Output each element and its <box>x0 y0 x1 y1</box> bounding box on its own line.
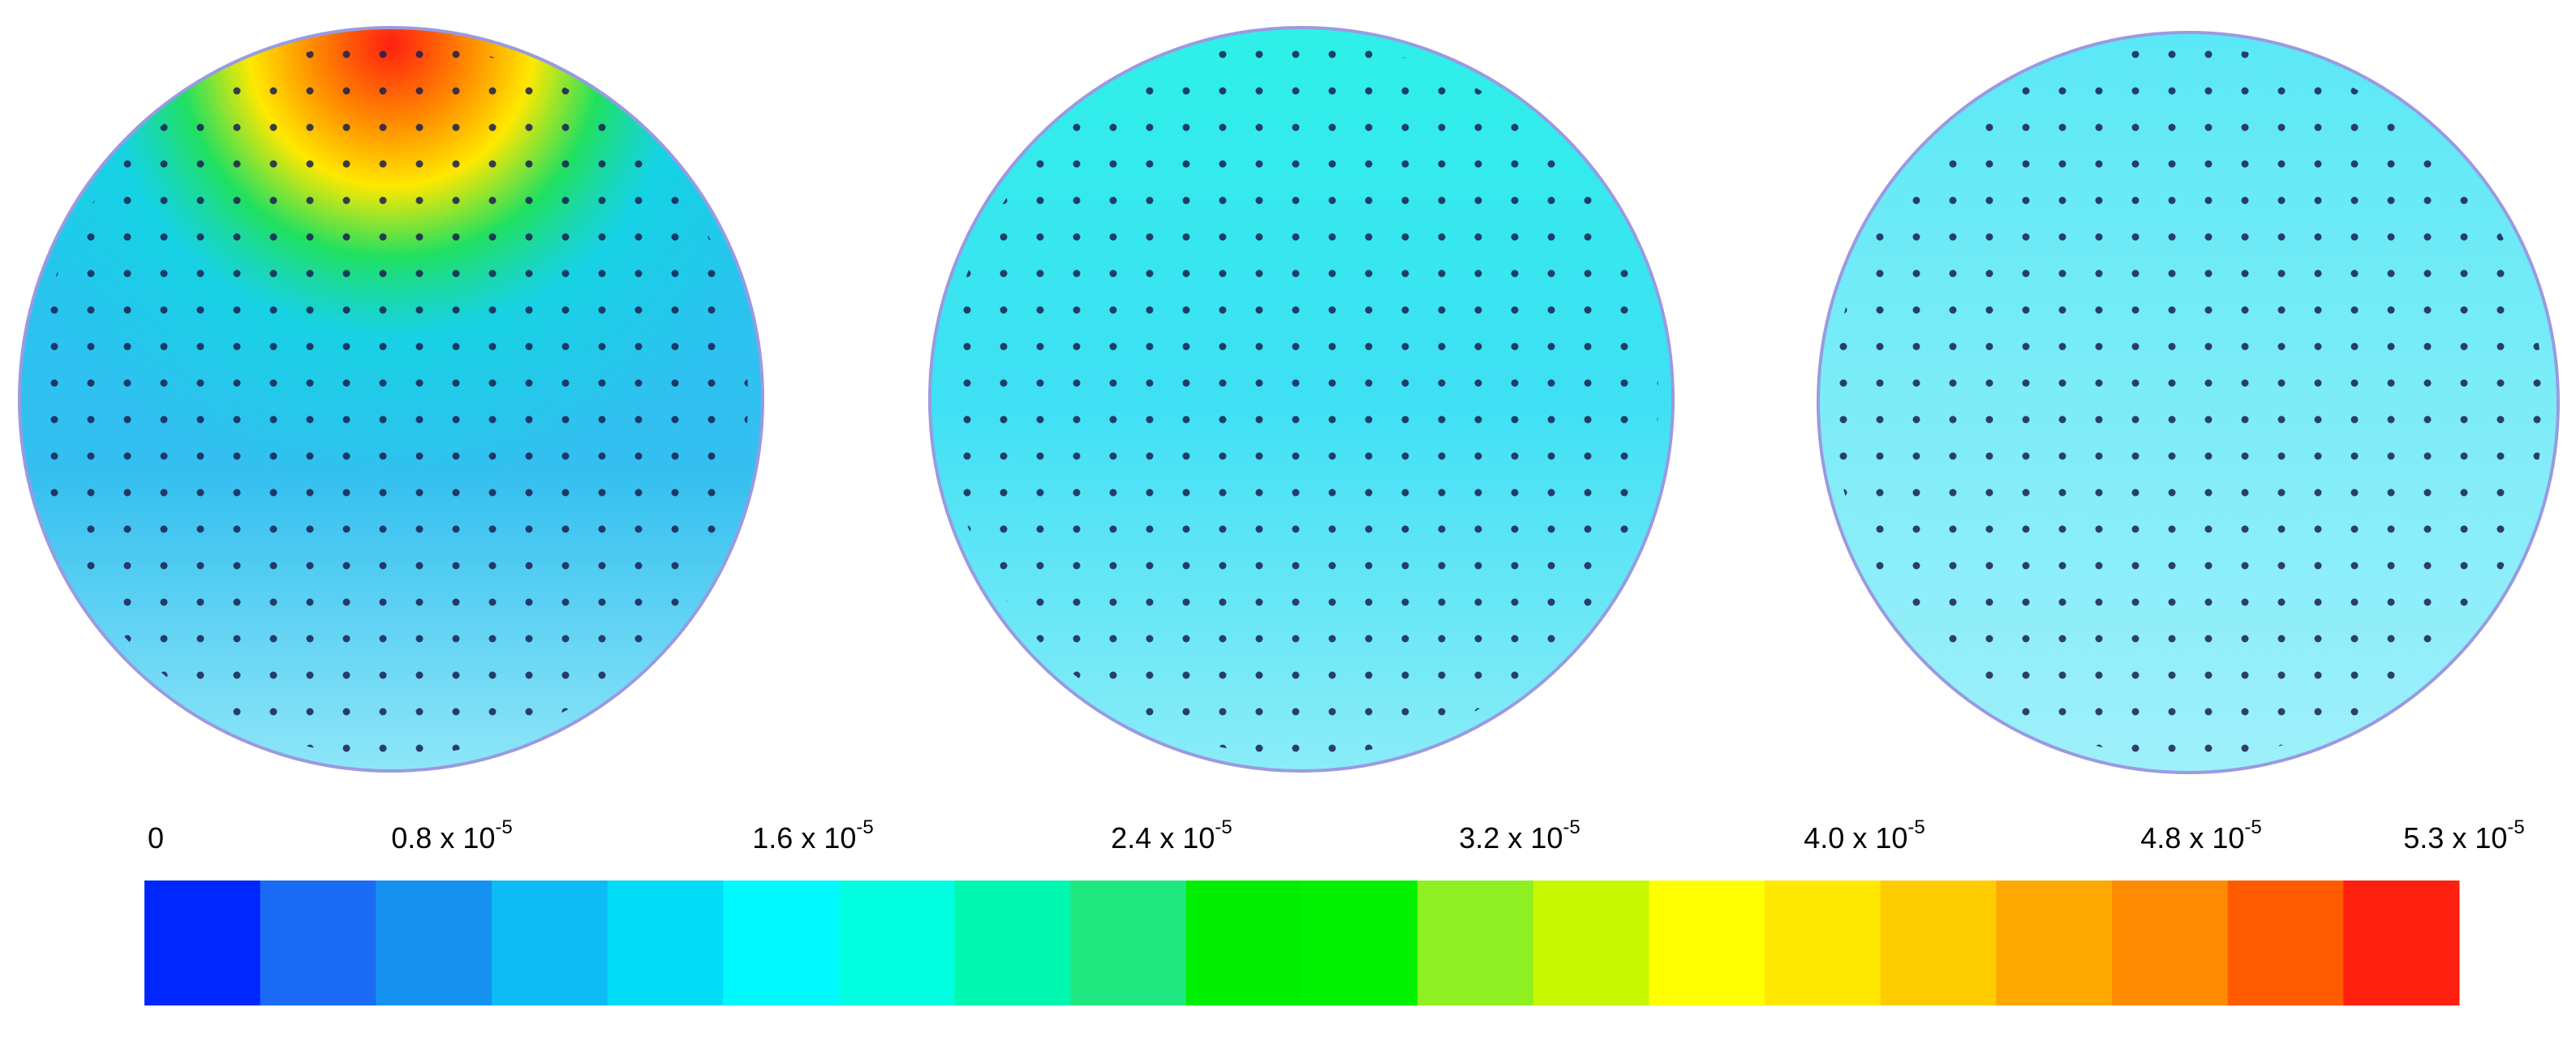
label-mantissa: 5.3 x 10 <box>2403 821 2507 855</box>
label-mantissa: 4.0 x 10 <box>1804 821 1907 855</box>
colorbar-segment <box>2227 881 2344 1005</box>
colorbar-segment <box>954 881 1071 1005</box>
label-exponent: -5 <box>1563 816 1580 838</box>
label-mantissa: 3.2 x 10 <box>1459 821 1563 855</box>
label-exponent: -5 <box>2507 816 2524 838</box>
colorbar-segment <box>376 881 492 1005</box>
label-exponent: -5 <box>495 816 512 838</box>
colorbar-segment <box>723 881 840 1005</box>
probe-points <box>944 42 1658 756</box>
colorbar-segment <box>491 881 609 1005</box>
colorbar-label: 0 <box>148 821 164 855</box>
colorbar-segment <box>1417 881 1534 1005</box>
colorbar-segment <box>144 881 261 1005</box>
label-mantissa: 0.8 x 10 <box>391 821 495 855</box>
colorbar-label: 0.8 x 10-5 <box>391 816 512 854</box>
colorbar-segment <box>1301 881 1418 1005</box>
colorbar-segment <box>1765 881 1881 1005</box>
colorbar-label: 5.3 x 10-5 <box>2403 816 2524 854</box>
field-plot-1 <box>18 26 764 773</box>
colorbar-segment <box>838 881 956 1005</box>
colorbar-segment <box>260 881 376 1005</box>
colorbar-segment <box>607 881 724 1005</box>
probe-points <box>34 42 748 756</box>
label-exponent: -5 <box>2244 816 2261 838</box>
colorbar-segment <box>1880 881 1997 1005</box>
colorbar <box>144 881 2460 1005</box>
colorbar-label: 4.0 x 10-5 <box>1804 816 1924 854</box>
label-mantissa: 1.6 x 10 <box>752 821 856 855</box>
colorbar-segment <box>1185 881 1302 1005</box>
colorbar-label: 4.8 x 10-5 <box>2140 816 2261 854</box>
colorbar-label: 2.4 x 10-5 <box>1111 816 1232 854</box>
label-exponent: -5 <box>1907 816 1924 838</box>
label-exponent: -5 <box>856 816 873 838</box>
colorbar-labels: 0 0.8 x 10-5 1.6 x 10-5 2.4 x 10-5 3.2 x 10-… <box>148 816 2525 854</box>
colorbar-segment <box>2343 881 2460 1005</box>
label-mantissa: 4.8 x 10 <box>2140 821 2244 855</box>
field-plot-3 <box>1817 31 2560 774</box>
colorbar-segment <box>1649 881 1765 1005</box>
label-exponent: -5 <box>1215 816 1232 838</box>
colorbar-label: 1.6 x 10-5 <box>752 816 873 854</box>
label-mantissa: 2.4 x 10 <box>1111 821 1215 855</box>
colorbar-segment <box>1996 881 2113 1005</box>
colorbar-label: 3.2 x 10-5 <box>1459 816 1580 854</box>
colorbar-segment <box>1533 881 1649 1005</box>
colorbar-segment <box>2112 881 2229 1005</box>
label-mantissa: 0 <box>148 821 164 855</box>
colorbar-segment <box>1070 881 1187 1005</box>
probe-points <box>1833 47 2544 758</box>
field-plot-2 <box>928 26 1675 773</box>
